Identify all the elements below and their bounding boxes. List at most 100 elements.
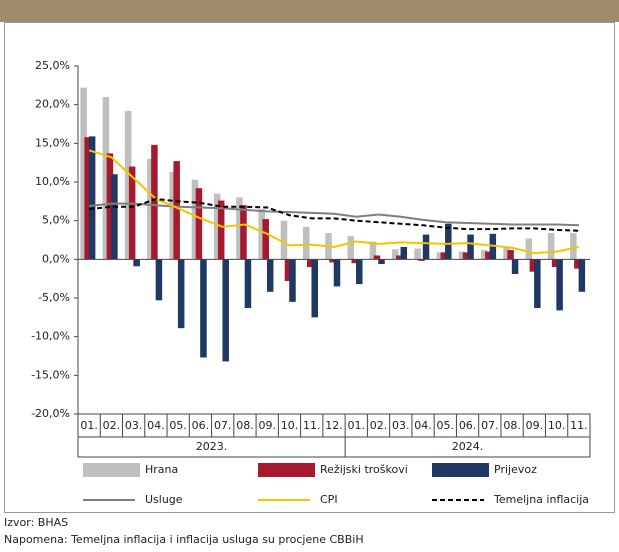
note: Napomena: Temeljna inflacija i inflacija… — [4, 533, 364, 546]
bar — [177, 259, 185, 329]
bar — [302, 226, 310, 260]
bar — [534, 259, 541, 309]
legend-label: CPI — [320, 493, 338, 506]
x-tick-label: 01. — [348, 419, 366, 432]
bar — [373, 255, 381, 260]
bar — [124, 110, 132, 260]
bar — [155, 259, 163, 301]
bar — [578, 259, 586, 292]
x-tick-label: 04. — [414, 419, 432, 432]
bar — [280, 220, 288, 260]
y-tick-label: 5,0% — [42, 214, 70, 227]
bar — [289, 259, 296, 302]
bar — [574, 259, 581, 269]
legend-label: Hrana — [145, 463, 178, 476]
x-tick-label: 07. — [481, 419, 499, 432]
x-tick-label: 09. — [258, 419, 276, 432]
legend-swatch — [432, 463, 489, 477]
bar — [151, 144, 158, 260]
y-tick-label: 10,0% — [35, 175, 70, 188]
bar — [88, 136, 96, 260]
y-tick-label: 25,0% — [35, 59, 70, 72]
bar — [111, 174, 118, 260]
bar — [551, 259, 559, 268]
bar — [133, 259, 140, 267]
x-tick-label: 01. — [80, 419, 98, 432]
bar — [485, 251, 492, 260]
y-tick-label: -15,0% — [31, 368, 70, 381]
bar — [351, 259, 359, 264]
bar — [244, 259, 252, 309]
bar — [503, 246, 510, 260]
legend-swatch — [83, 463, 140, 477]
bar — [84, 137, 91, 260]
x-tick-label: 02. — [103, 419, 121, 432]
bar — [422, 234, 430, 260]
bar — [547, 233, 555, 260]
x-tick-label: 05. — [437, 419, 455, 432]
bar — [329, 259, 336, 263]
y-tick-label: 20,0% — [35, 98, 70, 111]
bar — [556, 259, 563, 311]
x-tick-label: 03. — [392, 419, 410, 432]
bar — [570, 233, 577, 260]
bar — [173, 161, 180, 260]
legend-label: Temeljna inflacija — [493, 493, 589, 506]
bar — [222, 259, 229, 362]
x-tick-label: 04. — [147, 419, 165, 432]
line-series — [89, 197, 579, 232]
line-series — [89, 202, 579, 227]
y-tick-label: -20,0% — [31, 407, 70, 420]
bar — [200, 259, 207, 358]
x-tick-label: 05. — [169, 419, 187, 432]
bar — [396, 255, 403, 260]
legend-swatch — [258, 463, 315, 477]
bar — [418, 259, 425, 261]
bar — [284, 259, 292, 281]
x-tick-label: 02. — [370, 419, 388, 432]
header-banner — [0, 0, 619, 22]
legend-label: Režijski troškovi — [320, 463, 408, 476]
bar — [436, 252, 444, 260]
bar — [169, 171, 176, 260]
x-tick-label: 08. — [503, 419, 521, 432]
x-group-label: 2023. — [196, 440, 228, 453]
x-tick-label: 03. — [125, 419, 143, 432]
bar — [347, 236, 355, 260]
x-tick-label: 12. — [325, 419, 343, 432]
x-group-label: 2024. — [452, 440, 484, 453]
bar — [240, 205, 247, 260]
bar — [378, 259, 385, 264]
bar — [507, 250, 514, 260]
x-tick-label: 11. — [570, 419, 588, 432]
x-tick-label: 08. — [236, 419, 254, 432]
bar — [529, 259, 537, 272]
bar — [333, 259, 341, 287]
bar — [369, 241, 377, 260]
legend-label: Usluge — [145, 493, 183, 506]
bar — [147, 158, 154, 260]
x-tick-label: 11. — [303, 419, 321, 432]
bar — [392, 249, 399, 260]
bar — [458, 251, 466, 260]
bar — [306, 259, 314, 268]
bar — [414, 248, 421, 260]
bar — [481, 250, 488, 260]
x-tick-label: 09. — [526, 419, 544, 432]
y-tick-label: -10,0% — [31, 330, 70, 343]
bar — [217, 200, 225, 260]
line-series — [88, 149, 580, 255]
bar — [467, 234, 474, 260]
bar — [462, 252, 470, 260]
frame — [4, 22, 615, 513]
bar — [128, 166, 136, 260]
bar — [311, 259, 318, 318]
y-tick-label: -5,0% — [38, 291, 70, 304]
x-tick-label: 06. — [192, 419, 210, 432]
bar — [258, 209, 265, 260]
bar — [195, 188, 203, 260]
y-tick-label: 15,0% — [35, 136, 70, 149]
bar — [525, 238, 533, 260]
